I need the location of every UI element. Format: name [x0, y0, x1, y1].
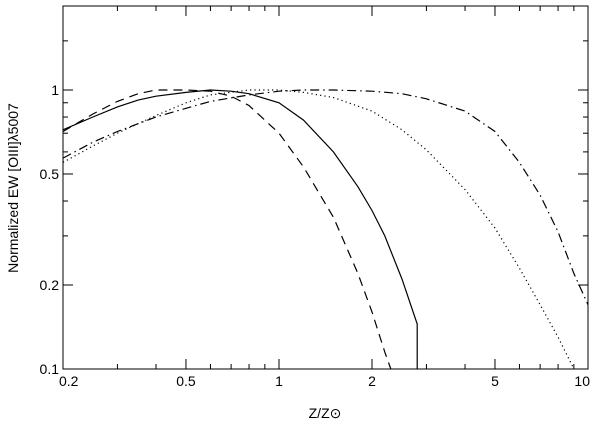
x-tick-label: 0.2: [59, 373, 79, 389]
series-layer: [62, 89, 589, 370]
y-tick-label: 0.2: [40, 277, 60, 293]
series-line-solid: [62, 89, 418, 369]
plot-frame: [62, 5, 589, 370]
x-tick-label: 0.5: [176, 373, 196, 389]
ticks: [62, 6, 589, 370]
x-tick-label: 1: [275, 373, 283, 389]
x-tick-label: 2: [368, 373, 376, 389]
y-tick-label: 0.1: [40, 361, 60, 377]
series-line-dashed: [62, 89, 392, 370]
x-tick-label: 5: [491, 373, 499, 389]
y-axis-label: Normalized EW [OIII]λ5007: [5, 103, 21, 273]
series-line-dashdot: [62, 89, 589, 305]
series-line-dotted: [62, 89, 575, 370]
tick-labels: 0.2 0.5 1 2 5 100.10.20.51: [40, 82, 591, 389]
y-tick-label: 0.5: [40, 166, 60, 182]
y-tick-label: 1: [51, 82, 59, 98]
x-tick-label: 10: [574, 373, 590, 389]
x-axis-label: Z/Z⊙: [309, 405, 342, 421]
